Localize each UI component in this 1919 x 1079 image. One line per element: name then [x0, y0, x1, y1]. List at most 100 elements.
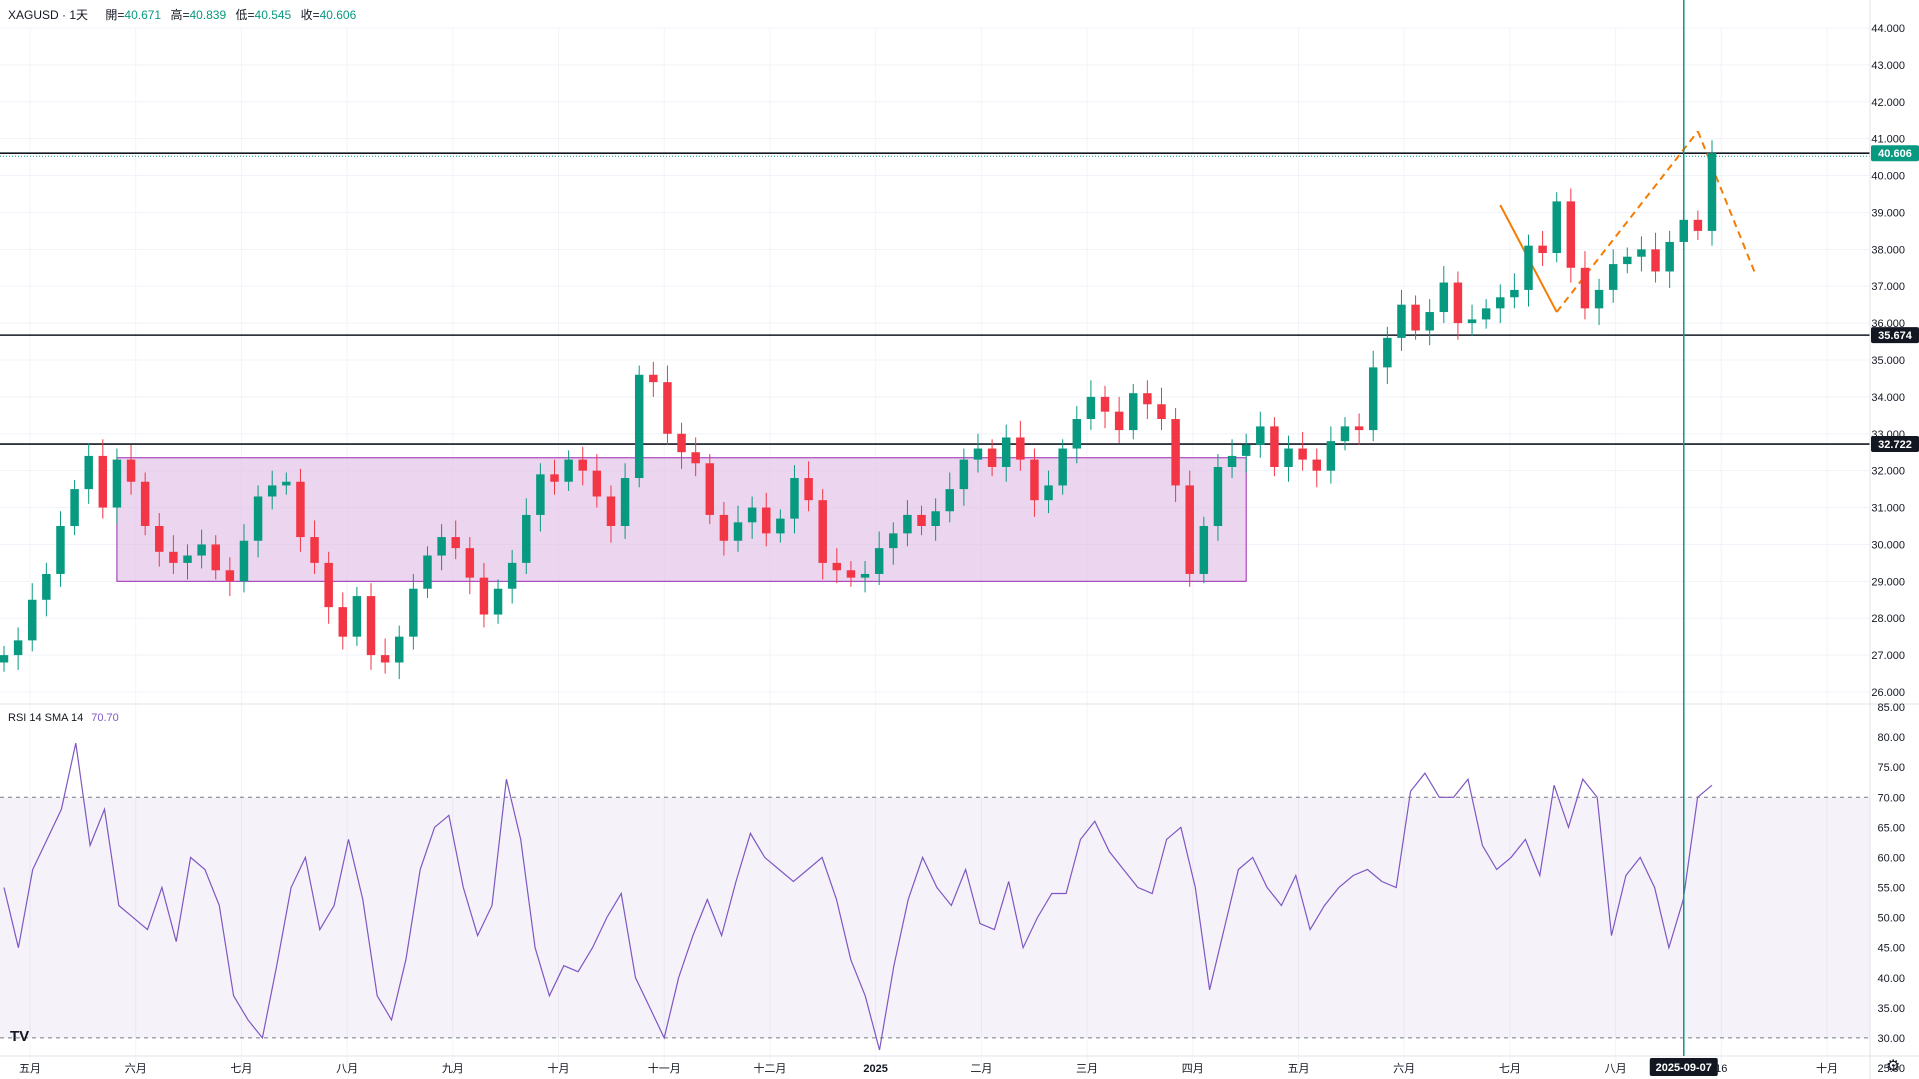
time-tick-label: 六月 — [125, 1062, 147, 1075]
candle-body — [931, 511, 940, 526]
candle-body — [1707, 153, 1717, 231]
candle-body — [818, 500, 827, 563]
candle-body — [719, 514, 729, 541]
candle-body — [282, 481, 291, 486]
candle-body — [0, 655, 9, 663]
candle-body — [874, 548, 884, 574]
settings-icon[interactable]: ⚙ — [1886, 1058, 1901, 1075]
candle-body — [620, 478, 630, 526]
candle-body — [677, 433, 686, 453]
candle-body — [1651, 249, 1660, 272]
candle-body — [112, 459, 122, 508]
price-tick-label: 37.000 — [1871, 281, 1905, 293]
candle-body — [634, 374, 644, 479]
candle-body — [1524, 245, 1533, 290]
close-value: 40.606 — [319, 8, 357, 22]
candle-body — [239, 540, 249, 582]
time-tick-label: 2025 — [863, 1063, 887, 1075]
time-tick-label: 二月 — [970, 1063, 992, 1075]
rsi-header[interactable]: RSI 14 SMA 14 70.70 — [8, 712, 119, 724]
candle-body — [27, 599, 37, 641]
candle-body — [649, 374, 658, 383]
candle-body — [1157, 404, 1166, 420]
candle-body — [338, 607, 348, 637]
candle-body — [42, 573, 51, 600]
candle-body — [169, 551, 178, 563]
rsi-label: RSI 14 SMA 14 — [8, 712, 84, 724]
rsi-value: 70.70 — [91, 712, 119, 724]
candle-body — [1284, 448, 1293, 467]
rsi-tick-label: 30.00 — [1877, 1033, 1905, 1045]
low-label: 低= — [235, 8, 255, 22]
price-tick-label: 34.000 — [1871, 392, 1905, 404]
candle-body — [140, 481, 150, 526]
candle-body — [1016, 437, 1025, 460]
rsi-tick-label: 50.00 — [1877, 913, 1905, 925]
candle-body — [1552, 201, 1561, 254]
time-tick-label: 五月 — [19, 1063, 41, 1075]
candle-body — [903, 514, 912, 534]
price-label-box — [1871, 327, 1919, 344]
candle-body — [1241, 444, 1251, 456]
high-label: 高= — [170, 8, 190, 22]
candle-body — [479, 577, 489, 615]
price-tick-label: 40.000 — [1871, 171, 1905, 183]
candle-body — [493, 588, 503, 615]
candle-body — [1326, 441, 1336, 471]
chart-overlays — [0, 130, 1870, 582]
time-tick-label: 九月 — [442, 1062, 464, 1075]
candle-body — [1030, 459, 1039, 501]
candle-body — [1100, 396, 1110, 412]
time-tick-label: 七月 — [230, 1062, 252, 1075]
candle-body — [776, 518, 785, 534]
price-tick-label: 36.000 — [1871, 318, 1905, 330]
candle-body — [296, 481, 305, 538]
candle-body — [987, 448, 997, 467]
time-tick-label: 五月 — [1287, 1063, 1309, 1075]
candle-body — [1256, 426, 1265, 445]
price-tick-label: 35.000 — [1871, 355, 1905, 367]
candle-body — [225, 570, 235, 582]
candle-body — [522, 514, 531, 563]
candle-body — [1580, 267, 1590, 309]
tradingview-logo[interactable]: TV — [10, 1028, 30, 1045]
candle-body — [1001, 437, 1011, 467]
candle-body — [1143, 393, 1152, 405]
candle-body — [1481, 308, 1491, 320]
candle-body — [56, 526, 65, 574]
cursor-date-box — [1649, 1058, 1718, 1076]
candle-body — [846, 570, 856, 578]
candle-body — [380, 655, 390, 663]
candle-body — [253, 496, 263, 541]
price-label-box — [1871, 436, 1919, 453]
price-tick-label: 43.000 — [1871, 60, 1905, 72]
time-tick-label: 三月 — [1076, 1063, 1098, 1075]
time-tick-label: 六月 — [1393, 1062, 1415, 1075]
candle-body — [437, 537, 446, 556]
rsi-tick-label: 45.00 — [1877, 943, 1905, 955]
candle-body — [310, 537, 319, 563]
time-tick-label: 十月 — [548, 1061, 570, 1075]
rsi-pane — [0, 742, 1870, 1051]
candle-body — [1270, 426, 1279, 467]
rsi-tick-label: 85.00 — [1877, 702, 1905, 714]
time-tick-label: 十月 — [1816, 1061, 1838, 1075]
candle-body — [536, 474, 545, 515]
symbol-label[interactable]: XAGUSD · 1天 — [8, 8, 89, 22]
price-tick-label: 26.000 — [1871, 687, 1905, 699]
cursor-date-label: 2025-09-07 — [1656, 1062, 1712, 1074]
time-tick-label: 十二月 — [753, 1061, 786, 1075]
candle-body — [832, 562, 842, 571]
candle-body — [126, 459, 136, 482]
candle-body — [762, 507, 771, 534]
candle-body — [1693, 219, 1703, 231]
rsi-tick-label: 60.00 — [1877, 852, 1905, 864]
price-label: 32.722 — [1878, 439, 1912, 451]
candle-body — [1425, 312, 1434, 331]
candle-body — [1340, 426, 1350, 442]
candle-body — [790, 478, 799, 519]
price-tick-label: 42.000 — [1871, 97, 1905, 109]
candle-body — [1467, 319, 1477, 324]
candle-body — [1227, 455, 1237, 467]
